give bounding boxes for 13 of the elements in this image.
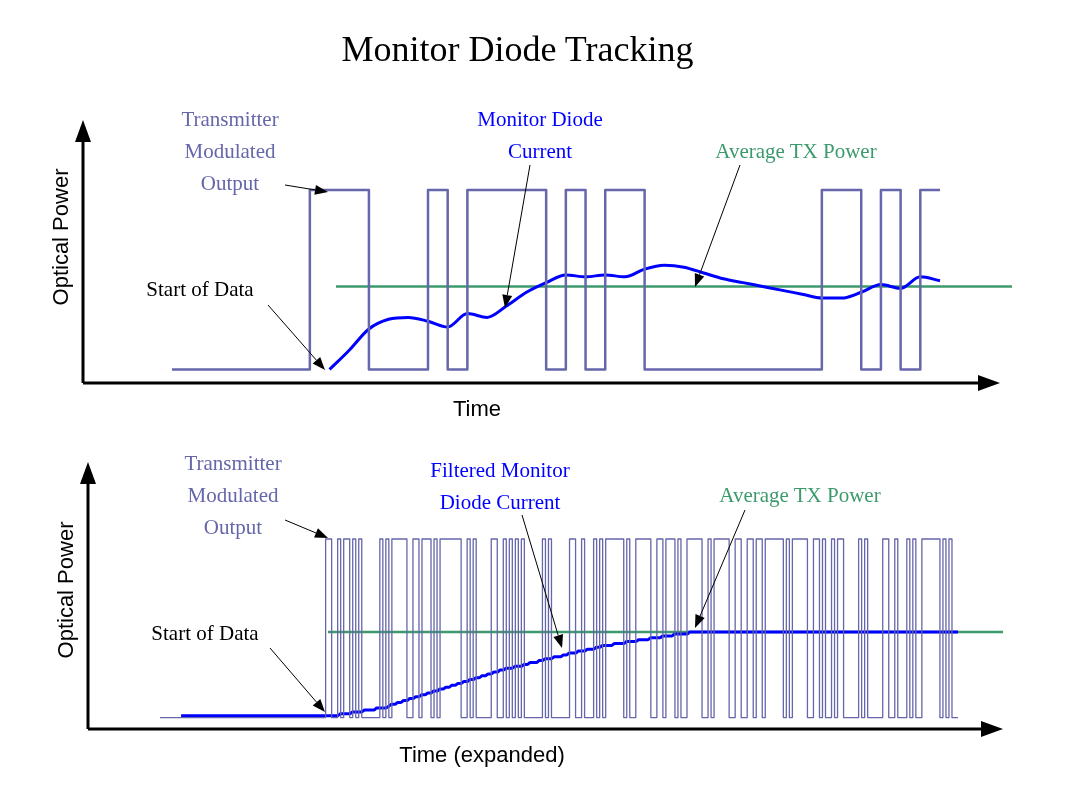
text: Transmitter Modulated Output (184, 450, 282, 539)
annotation: Start of Data (151, 620, 260, 645)
x-axis-title: Time (expanded) (399, 742, 565, 768)
text: Filtered Monitor Diode Current (430, 457, 570, 514)
x-axis-title: Time (452, 396, 502, 422)
annotation: Start of Data (146, 276, 255, 301)
y-axis-title: Optical Power (48, 168, 74, 306)
ref-line-label: Average TX Power (719, 482, 881, 507)
series-label: Transmitter Modulated Output (181, 106, 279, 195)
ref-line-label: Average TX Power (715, 138, 877, 163)
chart-title: Monitor Diode Tracking (340, 28, 695, 70)
text: Monitor Diode Current (477, 106, 603, 163)
y-axis-title: Optical Power (53, 521, 79, 659)
